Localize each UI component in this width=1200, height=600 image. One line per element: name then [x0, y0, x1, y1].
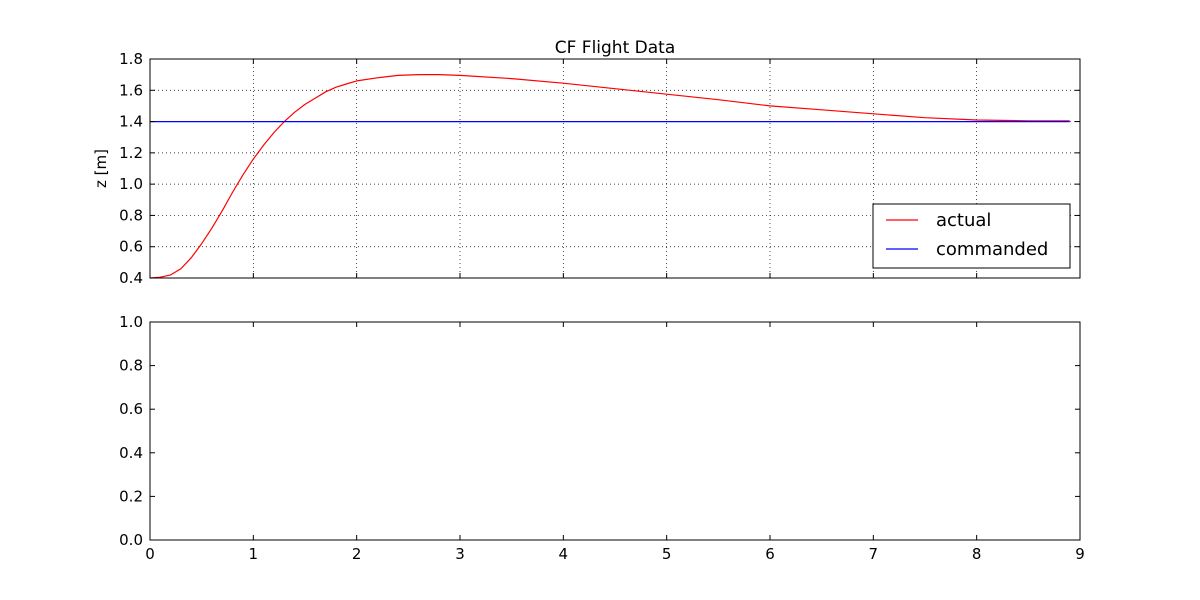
bottom-x-tick-label: 2	[352, 545, 362, 563]
bottom-y-tick-label: 0.8	[119, 357, 143, 375]
legend: actual commanded	[872, 203, 1071, 269]
top-y-tick-label: 0.4	[119, 269, 143, 287]
bottom-x-tick-label: 0	[145, 545, 155, 563]
top-series-group	[149, 73, 1070, 279]
bottom-y-tick-label: 0.0	[119, 531, 143, 549]
y-axis-label: z [m]	[92, 149, 110, 188]
bottom-y-tick-label: 1.0	[119, 313, 143, 331]
top-ticks: 0.4 0.6 0.8 1.0 1.2 1.4 1.6 1.8	[119, 50, 1081, 287]
legend-label-actual: actual	[936, 210, 991, 231]
top-y-tick-label: 0.6	[119, 238, 143, 256]
bottom-plot-frame	[149, 321, 1081, 541]
bottom-y-tick-label: 0.4	[119, 444, 143, 462]
bottom-x-tick-label: 5	[662, 545, 672, 563]
top-chart: CF Flight Data 0.40.60.81.01.21.41.61.8 …	[92, 38, 1081, 287]
top-y-tick-label: 1.0	[119, 175, 143, 193]
series-line-actual	[149, 73, 1070, 279]
top-y-tick-label: 0.8	[119, 206, 143, 224]
bottom-y-tick-label: 0.2	[119, 487, 143, 505]
bottom-x-tick-label: 8	[972, 545, 982, 563]
top-y-tick-label: 1.8	[119, 50, 143, 68]
top-y-tick-label: 1.6	[119, 81, 143, 99]
legend-label-commanded: commanded	[936, 239, 1048, 260]
legend-box	[872, 203, 1071, 269]
bottom-y-tick-label: 0.6	[119, 400, 143, 418]
bottom-x-tick-label: 1	[249, 545, 259, 563]
top-y-tick-label: 1.2	[119, 144, 143, 162]
bottom-ticks: 0 1 2 3 4 5 6 7 8 9 0.0 0.2 0.4 0.6 0.8 1.0	[119, 313, 1085, 563]
bottom-x-tick-label: 7	[869, 545, 879, 563]
top-y-tick-label: 1.4	[119, 113, 143, 131]
top-plot-frame	[149, 58, 1081, 279]
bottom-x-tick-label: 3	[455, 545, 465, 563]
bottom-x-tick-label: 9	[1075, 545, 1085, 563]
bottom-x-tick-label: 4	[559, 545, 569, 563]
bottom-chart: 0 1 2 3 4 5 6 7 8 9 0.0 0.2 0.4 0.6 0.8 1.0	[119, 313, 1085, 563]
bottom-x-tick-label: 6	[765, 545, 775, 563]
chart-title: CF Flight Data	[555, 38, 676, 58]
